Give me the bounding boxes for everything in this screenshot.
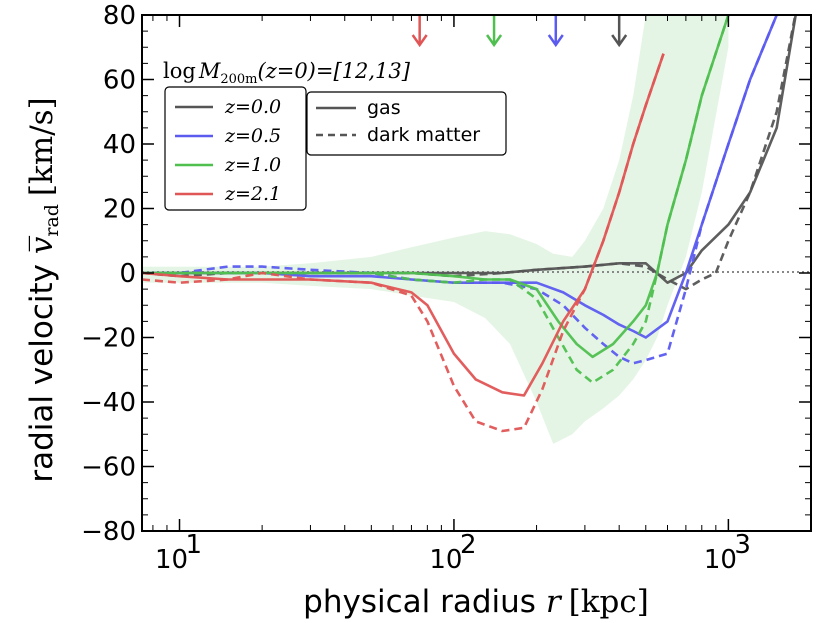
series-line-z05-gas xyxy=(142,15,778,339)
y-tick-label: 20 xyxy=(103,195,136,225)
series-layer xyxy=(142,15,798,433)
plot-frame xyxy=(141,14,812,532)
y-tick-label: 80 xyxy=(103,1,136,31)
x-tick-label: 10 xyxy=(155,545,188,575)
series-line-z05-dark-matter xyxy=(142,15,778,365)
x-tick-exponent: 1 xyxy=(186,530,203,560)
x-tick-label: 10 xyxy=(429,545,462,575)
y-tick-label: −40 xyxy=(81,388,136,418)
legend-label: z=0.5 xyxy=(224,125,281,147)
legend-redshift: z=0.0 z=0.5 z=1.0 z=2.1 xyxy=(164,86,307,211)
x-axis-label: physical radius r [kpc] xyxy=(303,584,649,620)
scatter-band xyxy=(142,15,729,444)
x-tick-label: 10 xyxy=(704,545,737,575)
radius-marker-arrow xyxy=(411,16,428,48)
arrow-layer xyxy=(411,16,628,48)
radius-marker-arrow xyxy=(611,16,628,48)
series-line-z10-dark-matter xyxy=(142,15,730,384)
legend-label: z=2.1 xyxy=(224,183,281,205)
legend-label: z=1.0 xyxy=(224,154,281,176)
y-tick-label: 40 xyxy=(103,130,136,160)
radius-marker-arrow xyxy=(547,16,564,48)
y-tick-label: −60 xyxy=(81,453,136,483)
x-tick-exponent: 2 xyxy=(460,530,477,560)
y-axis-label: radial velocity v̅rad[km/s] xyxy=(24,97,63,482)
y-tick-label: 0 xyxy=(119,259,136,289)
y-tick-label: −20 xyxy=(81,324,136,354)
y-tick-label: 60 xyxy=(103,66,136,96)
legend-label: z=0.0 xyxy=(224,96,281,118)
legend-style: gas dark matter xyxy=(306,91,507,156)
x-tick-exponent: 3 xyxy=(734,530,751,560)
mass-annotation: log M200m(z=0)=[12,13] xyxy=(163,59,411,87)
legend-label: gas xyxy=(367,97,401,119)
scatter-band-layer xyxy=(142,15,729,444)
radius-marker-arrow xyxy=(486,16,503,48)
y-tick-label: −80 xyxy=(81,517,136,547)
series-line-z21-gas xyxy=(142,53,665,397)
legend-label: dark matter xyxy=(367,124,480,146)
